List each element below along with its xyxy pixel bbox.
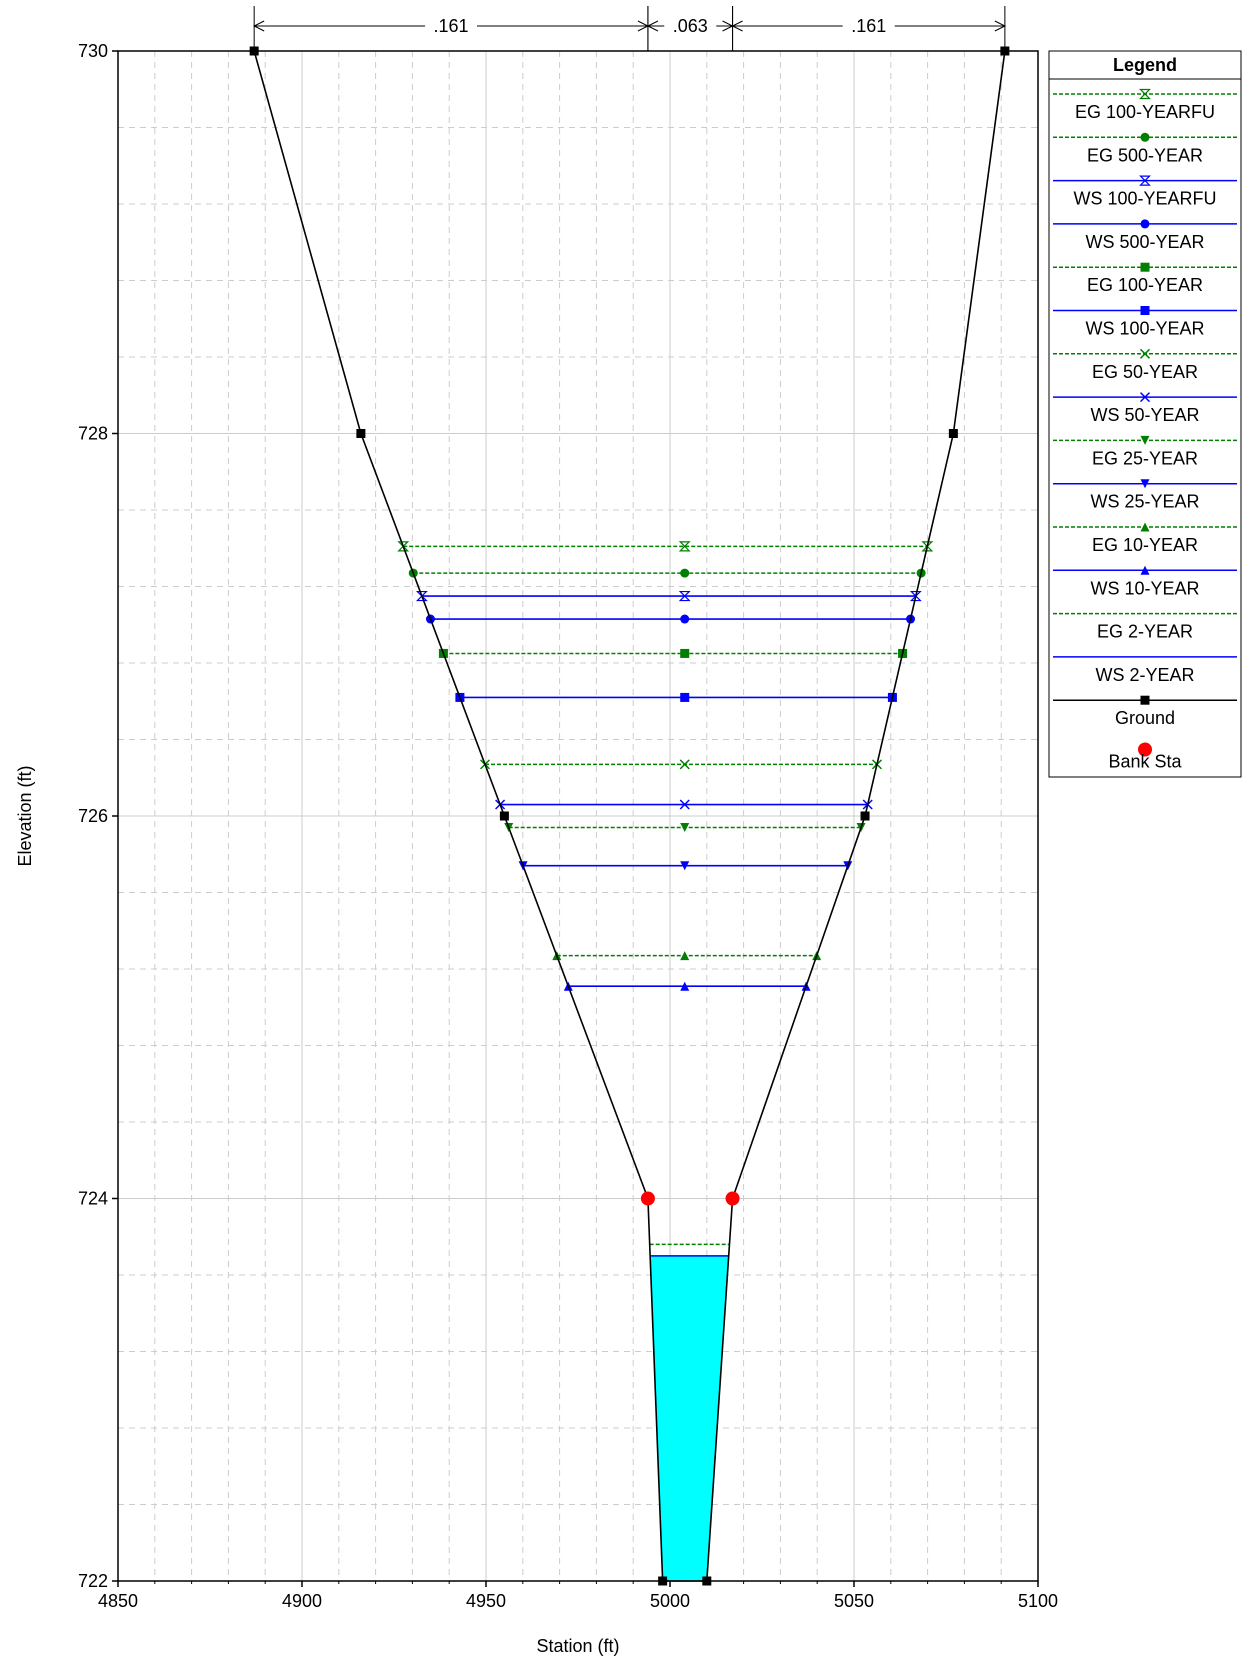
legend-entry: EG 25-YEAR	[1053, 435, 1237, 468]
legend-marker	[1140, 435, 1150, 445]
legend-bank-sta-symbol	[1138, 742, 1152, 757]
series-marker	[679, 799, 690, 810]
water-fill-polygon	[650, 1255, 729, 1581]
water-area	[650, 1255, 729, 1581]
x-tick-label: 5050	[834, 1591, 874, 1611]
y-tick-label: 724	[78, 1189, 108, 1209]
legend-label: WS 2-YEAR	[1095, 665, 1194, 685]
series-marker	[678, 590, 691, 602]
y-tick-label: 722	[78, 1571, 108, 1591]
legend-marker	[1139, 88, 1151, 100]
legend-entry: Bank Sta	[1108, 742, 1183, 772]
legend-label: WS 25-YEAR	[1090, 492, 1199, 512]
legend-entry: WS 100-YEARFU	[1053, 175, 1237, 209]
series-marker	[415, 590, 428, 602]
legend-marker	[1140, 565, 1150, 575]
legend-label: Ground	[1115, 708, 1175, 728]
manning-n-arrowhead	[731, 20, 743, 32]
legend-label: EG 2-YEAR	[1097, 622, 1193, 642]
legend-entry: EG 100-YEAR	[1053, 262, 1237, 295]
y-axis-title: Elevation (ft)	[15, 765, 35, 866]
series-marker	[680, 614, 690, 624]
series-marker	[678, 541, 691, 552]
legend-marker	[1140, 306, 1150, 315]
series-marker	[680, 568, 690, 578]
manning-n-annotations: .161 .063 .161	[253, 6, 1006, 51]
legend-label: WS 10-YEAR	[1090, 578, 1199, 598]
x-tick-label: 4900	[282, 1591, 322, 1611]
legend-marker	[1140, 695, 1150, 705]
legend-label: WS 100-YEAR	[1085, 319, 1204, 339]
legend-entry: EG 10-YEAR	[1053, 522, 1237, 555]
legend: Legend EG 100-YEARFU EG 500-YEAR WS 100-YE…	[1048, 50, 1242, 778]
legend-title: Legend	[1113, 55, 1177, 75]
legend-entry: WS 50-YEAR	[1053, 392, 1237, 425]
legend-entry: WS 500-YEAR	[1053, 219, 1237, 252]
manning-n-arrowhead	[646, 20, 659, 32]
manning-n-label: .063	[673, 16, 708, 36]
bank-station-point	[725, 1191, 740, 1206]
legend-entry: WS 10-YEAR	[1053, 565, 1237, 598]
legend-entry: WS 2-YEAR	[1053, 656, 1237, 685]
legend-entry: EG 100-YEARFU	[1053, 88, 1237, 122]
manning-n-arrowhead	[994, 20, 1006, 32]
legend-label: EG 10-YEAR	[1092, 535, 1198, 555]
series-marker	[679, 759, 690, 770]
bank-station-point	[640, 1191, 655, 1206]
ground-point	[948, 429, 958, 438]
series-marker	[397, 541, 410, 552]
legend-marker	[1140, 522, 1150, 532]
legend-box	[1048, 50, 1242, 778]
series-marker	[680, 822, 690, 832]
legend-entry: EG 50-YEAR	[1053, 348, 1237, 382]
y-tick-label: 726	[78, 806, 108, 826]
x-axis-title: Station (ft)	[536, 1636, 619, 1656]
legend-marker	[1140, 262, 1150, 272]
legend-entry: EG 2-YEAR	[1053, 612, 1237, 642]
x-tick-label: 4850	[98, 1591, 138, 1611]
x-tick-label: 5000	[650, 1591, 690, 1611]
manning-n-label: .161	[851, 16, 886, 36]
x-tick-label: 5100	[1018, 1591, 1058, 1611]
legend-entry: EG 500-YEAR	[1053, 132, 1237, 165]
legend-label: WS 500-YEAR	[1085, 232, 1204, 252]
series-marker	[680, 981, 690, 991]
ground-point	[499, 811, 509, 821]
legend-label: EG 500-YEAR	[1087, 145, 1203, 165]
legend-label: WS 50-YEAR	[1090, 405, 1199, 425]
legend-marker	[1140, 132, 1150, 142]
legend-marker	[1139, 392, 1151, 403]
ground-point	[860, 811, 870, 821]
series-marker	[680, 648, 690, 658]
legend-entry: WS 25-YEAR	[1053, 479, 1237, 512]
legend-label: EG 100-YEAR	[1087, 275, 1203, 295]
x-tick-label: 4950	[466, 1591, 506, 1611]
legend-entry: WS 100-YEAR	[1053, 306, 1237, 339]
series-marker	[680, 692, 690, 702]
manning-n-arrowhead	[253, 20, 265, 32]
legend-marker	[1140, 219, 1150, 229]
legend-marker	[1139, 348, 1151, 359]
legend-marker	[1139, 175, 1151, 186]
axes: 4850 4900 4950 5000 5050 5100 722 724 726 728 730	[78, 41, 1058, 1611]
legend-label: EG 100-YEARFU	[1075, 102, 1215, 122]
ground-point	[356, 429, 366, 438]
legend-label: Bank Sta	[1108, 752, 1182, 772]
series-marker	[680, 861, 690, 871]
legend-label: EG 50-YEAR	[1092, 362, 1198, 382]
legend-label: EG 25-YEAR	[1092, 448, 1198, 468]
manning-n-label: .161	[434, 16, 469, 36]
y-tick-label: 730	[78, 41, 108, 61]
series-marker	[680, 951, 690, 961]
legend-label: WS 100-YEARFU	[1073, 189, 1216, 209]
legend-entry: Ground	[1053, 695, 1237, 728]
y-tick-label: 728	[78, 424, 108, 444]
legend-marker	[1140, 479, 1150, 489]
